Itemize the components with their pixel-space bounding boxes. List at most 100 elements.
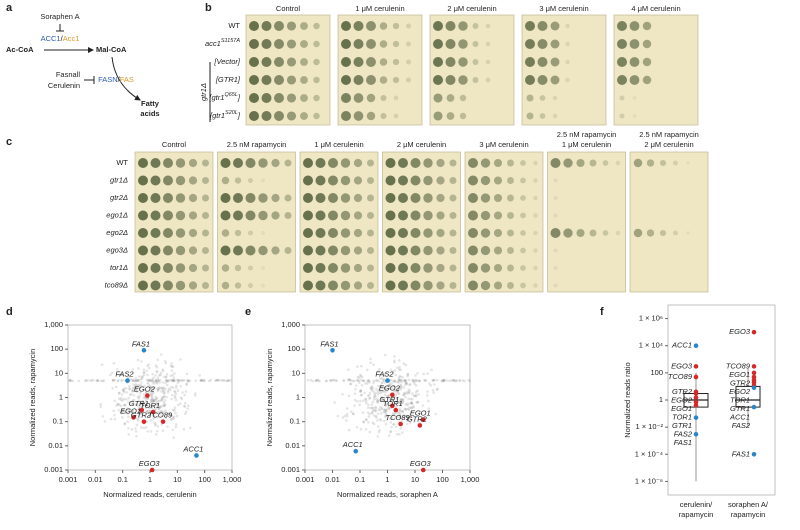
point — [693, 431, 699, 437]
background-point — [385, 418, 389, 422]
background-point — [362, 379, 366, 383]
background-point — [177, 379, 181, 382]
colony-spot — [303, 280, 313, 291]
background-point — [169, 412, 172, 416]
background-point — [455, 379, 458, 383]
background-point — [374, 409, 378, 413]
background-point — [329, 378, 332, 382]
colony-spot — [458, 75, 468, 85]
background-point — [376, 399, 379, 403]
background-point — [351, 379, 355, 383]
background-point — [161, 368, 165, 371]
colony-spot — [303, 158, 313, 168]
background-point — [382, 389, 385, 393]
background-point — [372, 363, 375, 367]
label: Fasnall — [56, 70, 81, 79]
colony-spot — [163, 193, 173, 203]
background-point — [387, 383, 391, 387]
background-point — [379, 399, 383, 403]
background-point — [194, 379, 198, 382]
colony-spot — [423, 263, 433, 273]
background-point — [442, 379, 446, 383]
background-point — [150, 406, 153, 409]
colony-spot — [300, 22, 308, 30]
background-point — [366, 379, 369, 383]
point — [751, 364, 757, 369]
background-point — [172, 376, 176, 379]
y-tick-label: 10 — [55, 368, 63, 377]
background-point — [143, 388, 146, 391]
background-point — [367, 403, 370, 407]
y-tick-label: 0.001 — [281, 465, 300, 474]
x-tick-label: 0.1 — [355, 475, 365, 484]
colony-spot — [507, 264, 514, 272]
background-point — [134, 403, 138, 407]
background-point — [151, 379, 155, 383]
background-point — [399, 398, 403, 401]
colony-spot — [436, 211, 445, 220]
background-point — [137, 396, 141, 400]
background-point — [402, 386, 406, 389]
background-point — [403, 393, 406, 397]
background-point — [398, 414, 401, 418]
colony-spot — [379, 40, 388, 48]
background-point — [147, 378, 151, 382]
point — [693, 343, 699, 349]
colony-spot — [303, 245, 313, 256]
background-point — [131, 368, 135, 371]
colony-spot — [550, 57, 560, 67]
background-point — [379, 389, 383, 393]
point — [160, 419, 166, 424]
colony-spot — [150, 193, 161, 203]
column-header: 2.5 nM rapamycin — [639, 130, 699, 139]
background-point — [181, 391, 184, 394]
colony-spot — [617, 75, 627, 85]
colony-spot — [188, 281, 198, 290]
background-point — [127, 426, 130, 430]
background-point — [380, 406, 384, 410]
background-point — [223, 379, 227, 382]
column-header: 1 μM cerulenin — [314, 140, 363, 149]
background-point — [357, 379, 361, 382]
background-point — [175, 386, 178, 390]
colony-spot — [633, 158, 643, 168]
background-point — [173, 372, 176, 375]
background-point — [386, 402, 390, 405]
background-point — [126, 412, 129, 415]
background-point — [139, 412, 143, 416]
background-point — [157, 407, 160, 410]
colony-spot — [341, 93, 351, 103]
colony-spot — [163, 245, 173, 256]
colony-spot — [632, 96, 637, 100]
colony-spot — [458, 57, 468, 67]
background-point — [120, 410, 124, 413]
colony-spot — [353, 176, 363, 185]
background-point — [392, 384, 396, 388]
background-point — [154, 379, 157, 383]
background-point — [394, 385, 397, 389]
colony-spot — [249, 111, 259, 121]
colony-spot — [353, 281, 363, 290]
background-point — [389, 417, 392, 421]
colony-spot — [284, 212, 292, 219]
background-point — [139, 402, 142, 405]
background-point — [173, 396, 177, 400]
point — [353, 448, 359, 454]
colony-spot — [552, 95, 558, 101]
row-label: ego3Δ — [106, 245, 128, 254]
background-point — [402, 416, 406, 420]
background-point — [84, 379, 88, 382]
colony-spot — [367, 229, 374, 237]
background-point — [373, 409, 377, 412]
background-point — [394, 380, 397, 383]
colony-spot — [539, 95, 546, 101]
background-point — [468, 379, 472, 383]
background-point — [101, 379, 105, 383]
colony-spot — [202, 264, 209, 272]
colony-spot — [642, 21, 652, 31]
colony-spot — [449, 229, 457, 237]
colony-spot — [202, 229, 209, 237]
background-point — [377, 408, 380, 411]
background-point — [142, 373, 146, 377]
background-point — [371, 406, 375, 410]
